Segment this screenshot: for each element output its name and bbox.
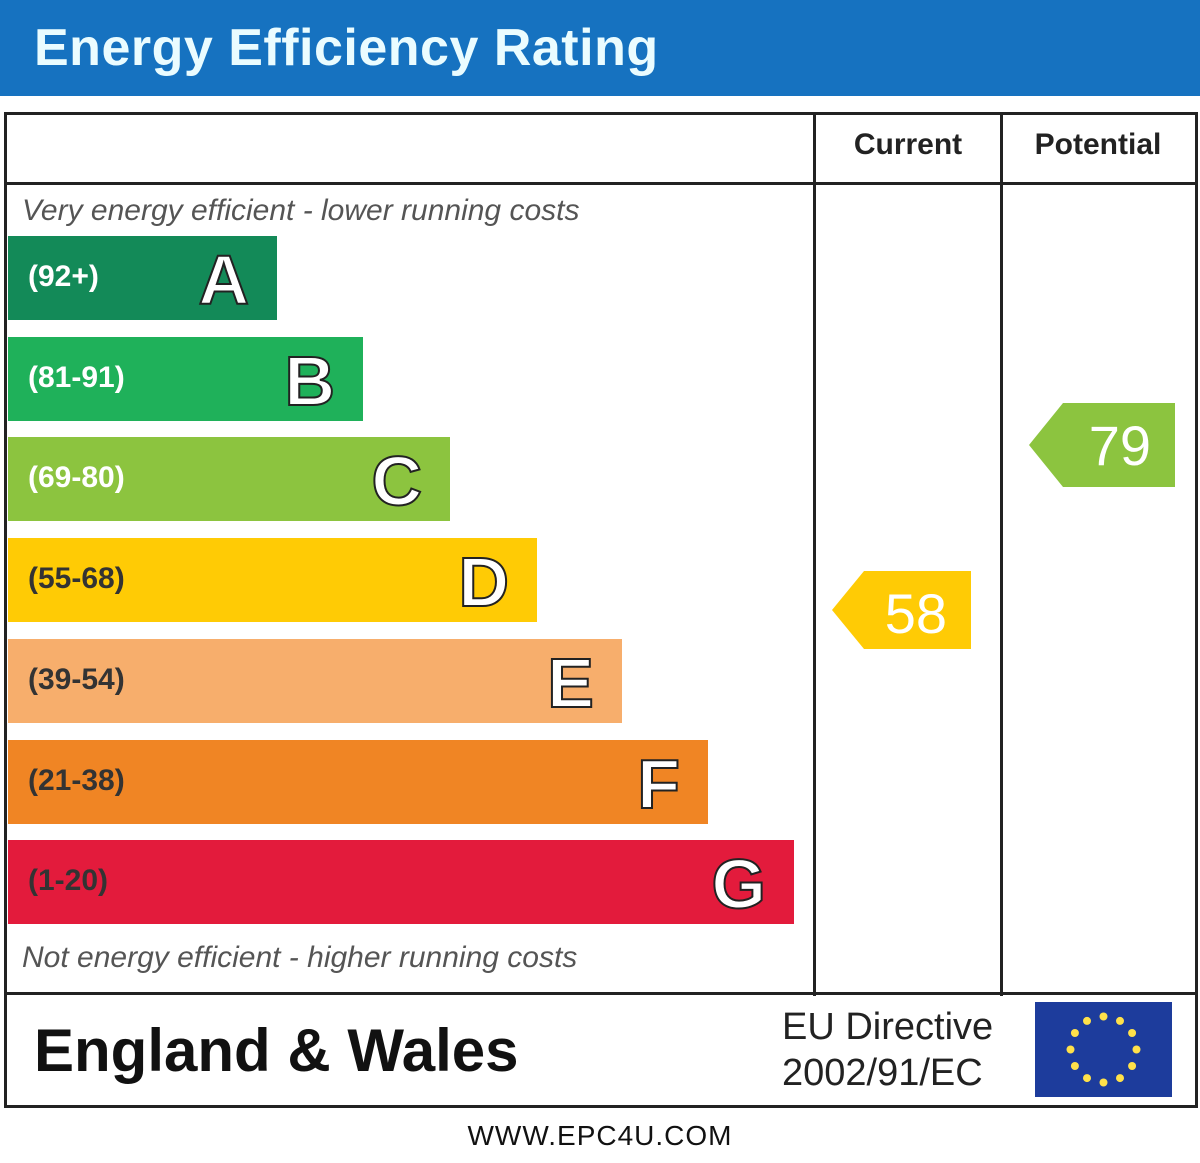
band-range: (39-54) [28, 662, 125, 696]
top-note: Very energy efficient - lower running co… [22, 194, 580, 227]
eu-directive: EU Directive 2002/91/EC [782, 1004, 993, 1096]
band-c: (69-80) C [8, 437, 450, 522]
bottom-note: Not energy efficient - higher running co… [22, 941, 578, 974]
band-letter: D [457, 542, 510, 622]
star-icon [1099, 1078, 1108, 1087]
potential-rating-arrow: 79 [1029, 403, 1175, 487]
header-divider [4, 182, 1198, 185]
band-letter: E [546, 643, 595, 723]
band-f: (21-38) F [8, 739, 708, 824]
band-letter: G [711, 844, 767, 924]
star-icon [1128, 1029, 1137, 1037]
current-rating-value: 58 [884, 582, 947, 645]
band-range: (92+) [28, 260, 99, 293]
band-range: (69-80) [28, 461, 125, 495]
website-url: WWW.EPC4U.COM [467, 1120, 733, 1151]
band-g: (1-20) G [8, 840, 794, 925]
directive-line2: 2002/91/EC [782, 1052, 983, 1094]
band-letter: B [283, 341, 336, 421]
band-letter: F [636, 744, 681, 824]
band-b: (81-91) B [8, 336, 363, 421]
band-a: (92+) A [8, 236, 277, 320]
page-title: Energy Efficiency Rating [34, 19, 659, 77]
star-icon [1066, 1045, 1075, 1054]
band-letter: A [197, 240, 250, 320]
band-d: (55-68) D [8, 538, 537, 623]
current-rating-arrow: 58 [832, 571, 971, 649]
potential-column-header: Potential [1034, 128, 1162, 161]
band-range: (81-91) [28, 360, 125, 394]
directive-line1: EU Directive [782, 1006, 994, 1048]
rating-table [4, 112, 1198, 1108]
band-e: (39-54) E [8, 638, 622, 723]
current-column-header: Current [853, 128, 963, 161]
star-icon [1116, 1016, 1124, 1025]
column-divider [813, 112, 816, 996]
region-label: England & Wales [34, 1017, 519, 1084]
band-range: (21-38) [28, 763, 125, 797]
title-bar: Energy Efficiency Rating [0, 0, 1200, 96]
eu-flag-icon [1035, 1002, 1172, 1097]
star-icon [1083, 1016, 1091, 1025]
star-icon [1116, 1074, 1124, 1083]
star-icon [1070, 1062, 1079, 1070]
band-range: (1-20) [28, 864, 109, 898]
band-letter: C [370, 441, 423, 521]
footer-divider [4, 992, 1195, 995]
star-icon [1083, 1074, 1091, 1083]
column-divider [1000, 112, 1003, 996]
star-icon [1132, 1045, 1141, 1054]
star-icon [1128, 1062, 1137, 1070]
band-range: (55-68) [28, 562, 125, 596]
star-icon [1070, 1029, 1079, 1037]
potential-rating-value: 79 [1088, 414, 1151, 477]
star-icon [1099, 1012, 1108, 1021]
